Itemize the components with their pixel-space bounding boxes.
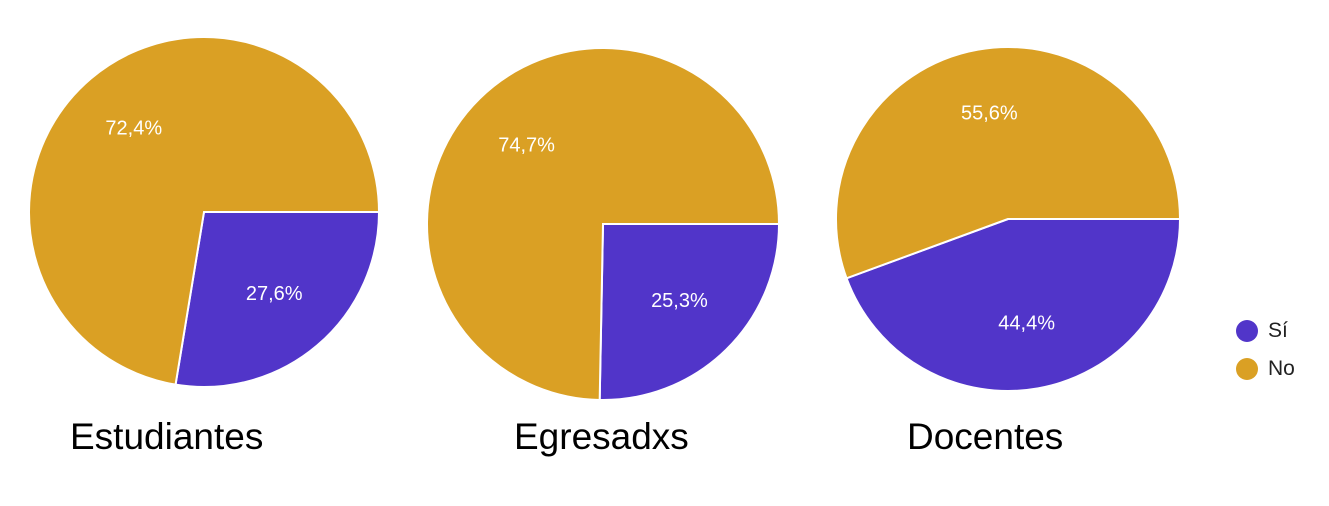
legend: Sí No bbox=[1236, 312, 1295, 388]
legend-item-no: No bbox=[1236, 350, 1295, 388]
pie-slice-estudiantes-si bbox=[174, 211, 381, 388]
pie-slice-egresadxs-si bbox=[598, 223, 781, 401]
pie-slice-estudiantes-no bbox=[28, 36, 381, 386]
slice-label-docentes-no: 55,6% bbox=[961, 102, 1018, 124]
slice-label-docentes-si: 44,4% bbox=[998, 312, 1055, 334]
chart-caption-egresadxs: Egresadxs bbox=[514, 416, 689, 457]
pie-slice-docentes-si bbox=[845, 218, 1182, 392]
chart-caption-estudiantes: Estudiantes bbox=[70, 416, 264, 457]
legend-label-si: Sí bbox=[1268, 319, 1288, 342]
pie-slice-docentes-no bbox=[835, 46, 1182, 280]
pie-chart-egresadxs: 25,3% 74,7% bbox=[426, 47, 781, 401]
slice-label-estudiantes-no: 72,4% bbox=[105, 118, 162, 140]
legend-label-no: No bbox=[1268, 357, 1295, 380]
slice-label-estudiantes-si: 27,6% bbox=[246, 283, 303, 305]
pie-chart-estudiantes: 27,6% 72,4% bbox=[28, 36, 381, 388]
legend-item-si: Sí bbox=[1236, 312, 1295, 350]
chart-caption-docentes: Docentes bbox=[907, 416, 1064, 457]
pie-slice-egresadxs-no bbox=[426, 47, 781, 401]
legend-swatch-si bbox=[1236, 320, 1258, 342]
slice-label-egresadxs-si: 25,3% bbox=[651, 290, 708, 312]
slice-label-egresadxs-no: 74,7% bbox=[498, 134, 555, 156]
legend-swatch-no bbox=[1236, 358, 1258, 380]
pie-chart-docentes: 44,4% 55,6% bbox=[835, 46, 1182, 392]
